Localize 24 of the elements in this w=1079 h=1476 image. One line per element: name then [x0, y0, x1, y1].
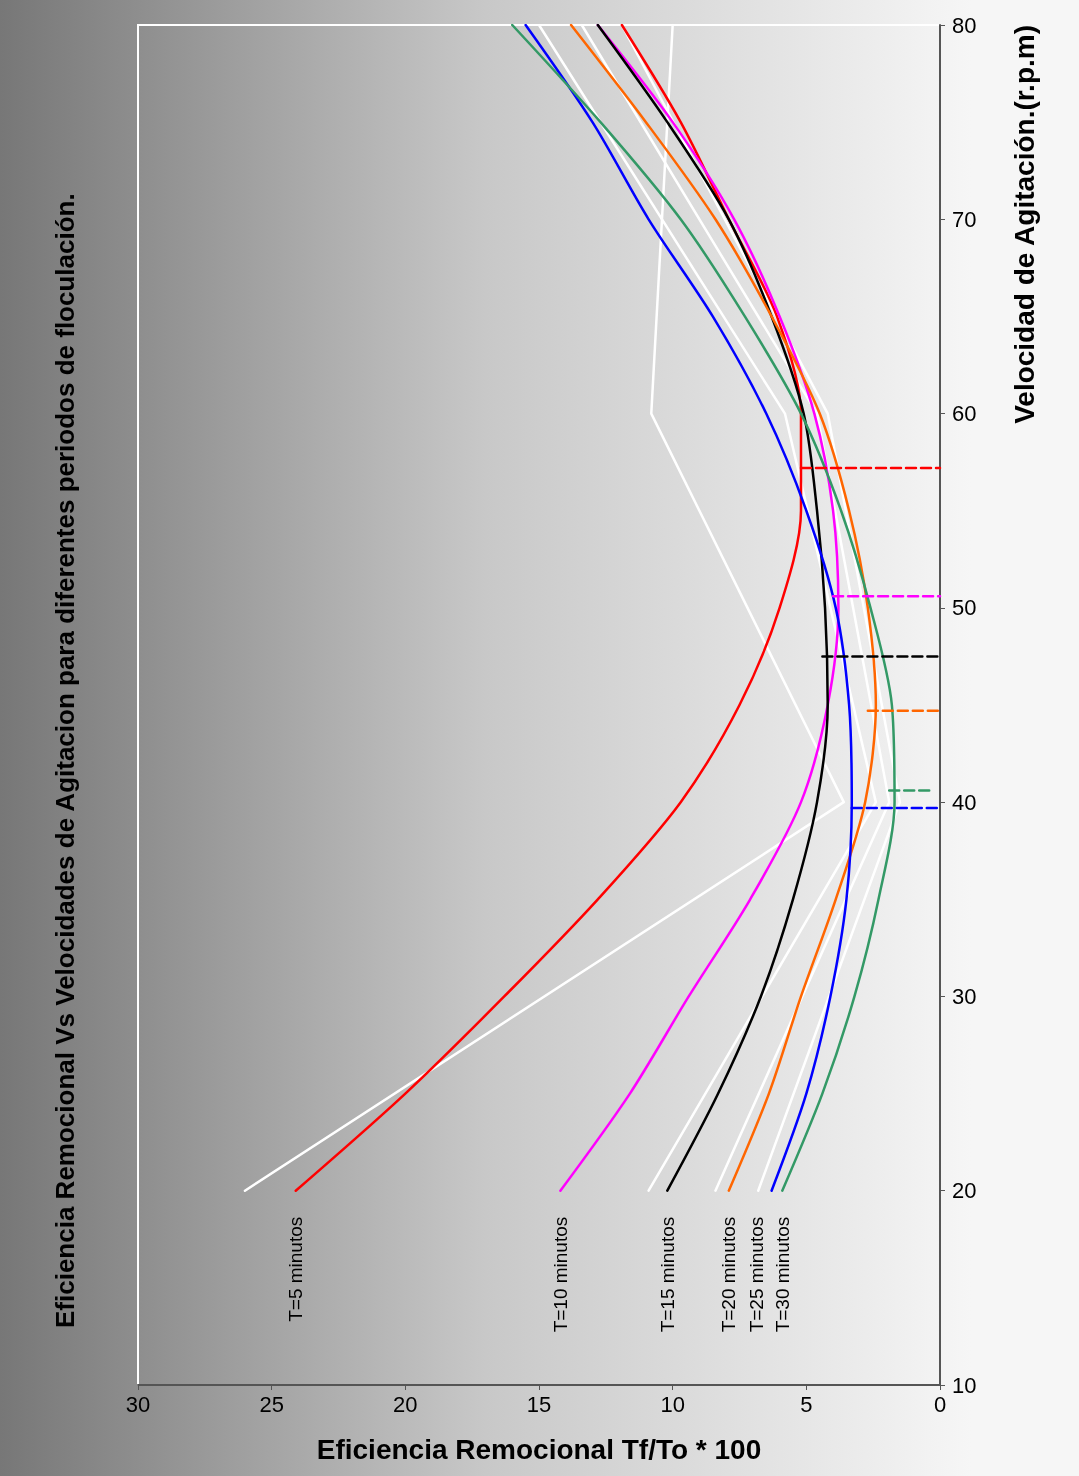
y-tick-label: 30	[952, 983, 977, 1009]
x-tick-label: 20	[393, 1391, 418, 1417]
x-tick-label: 10	[660, 1391, 685, 1417]
y-tick-label: 40	[952, 789, 977, 815]
x-axis-title: Eficiencia Remocional Tf/To * 100	[316, 1433, 762, 1465]
text: T=5 minutos	[285, 1216, 307, 1322]
y-tick-label: 50	[952, 595, 977, 621]
y-tick-label: 20	[952, 1178, 977, 1204]
x-tick-label: 0	[933, 1391, 947, 1417]
text: T=10 minutos	[549, 1216, 571, 1333]
x-tick-label: 15	[526, 1391, 552, 1417]
x-tick-label: 25	[259, 1391, 284, 1417]
text: T=25 minutos	[745, 1216, 767, 1333]
text: T=30 minutos	[771, 1216, 793, 1333]
y-tick-label: 70	[952, 206, 977, 232]
y-tick-label: 80	[952, 12, 977, 38]
x-tick-label: 30	[125, 1391, 151, 1417]
y-tick-label: 60	[952, 401, 977, 427]
x-tick-label: 5	[800, 1391, 813, 1417]
text: T=20 minutos	[718, 1216, 740, 1333]
text: T=15 minutos	[656, 1216, 678, 1333]
y-tick-label: 10	[952, 1372, 977, 1398]
y-axis-title: Velocidad de Agitación.(r.p.m)	[1008, 25, 1040, 424]
text: Eficiencia Remocional Vs Velocidades de Agitacion para diferentes periodos de floculación.	[50, 193, 80, 1328]
